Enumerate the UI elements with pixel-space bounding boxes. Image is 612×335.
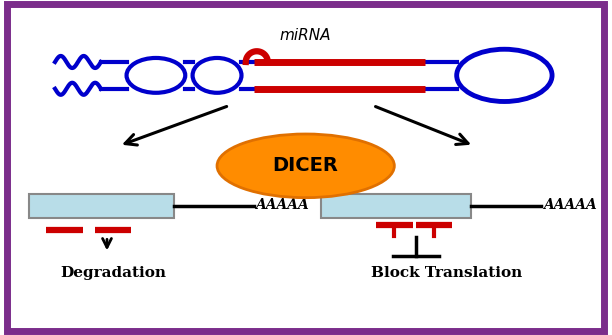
Text: AAAAA: AAAAA — [256, 198, 309, 212]
Text: miRNA: miRNA — [280, 28, 332, 43]
Ellipse shape — [193, 58, 242, 93]
Text: Block Translation: Block Translation — [371, 266, 522, 280]
Text: AAAAA: AAAAA — [543, 198, 597, 212]
Bar — [29, 194, 174, 218]
Bar — [321, 194, 471, 218]
Ellipse shape — [127, 58, 185, 93]
Circle shape — [457, 49, 552, 102]
Ellipse shape — [217, 134, 394, 198]
Text: Degradation: Degradation — [60, 266, 166, 280]
Text: DICER: DICER — [273, 156, 338, 175]
